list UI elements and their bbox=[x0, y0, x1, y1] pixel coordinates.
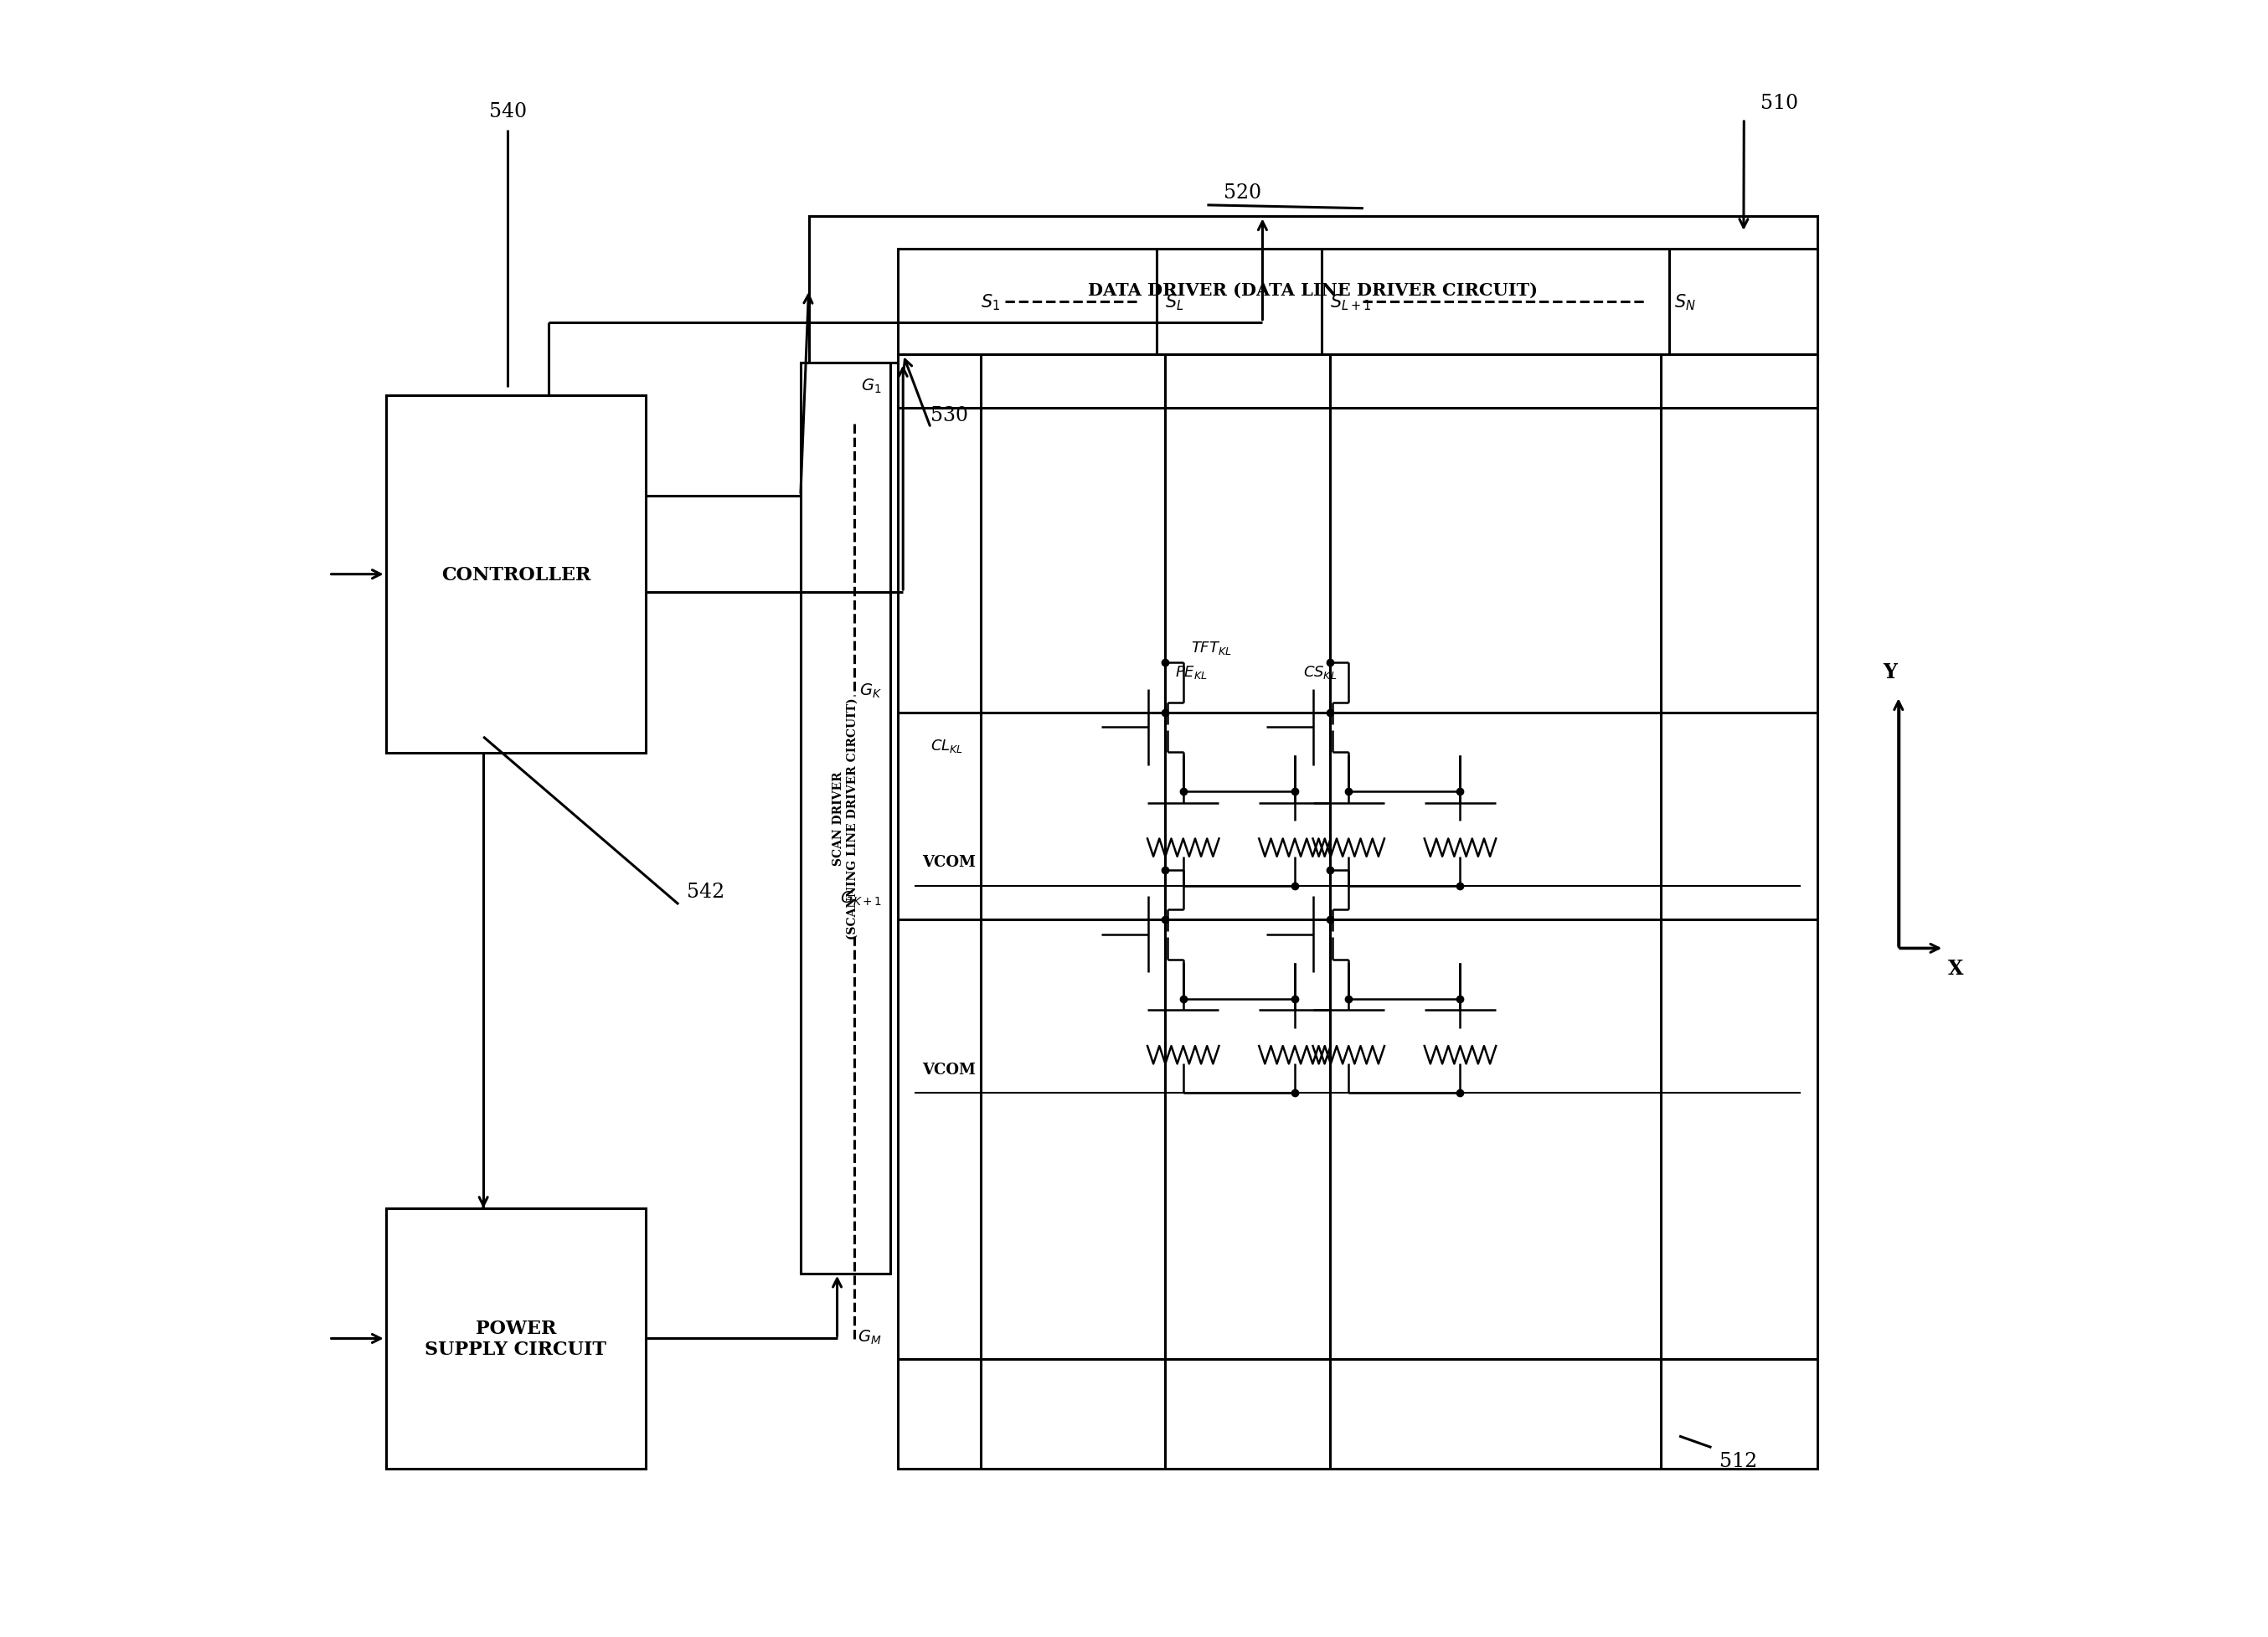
Text: 530: 530 bbox=[930, 406, 968, 426]
Bar bbox=[801, 363, 889, 1274]
Text: VCOM: VCOM bbox=[923, 1062, 975, 1077]
Text: 542: 542 bbox=[687, 882, 723, 902]
Text: $S_1$: $S_1$ bbox=[980, 293, 1000, 313]
Text: 512: 512 bbox=[1719, 1450, 1758, 1470]
Text: SCAN DRIVER
(SCANNING LINE DRIVER CIRCUIT): SCAN DRIVER (SCANNING LINE DRIVER CIRCUI… bbox=[832, 697, 857, 940]
Text: DATA DRIVER (DATA LINE DRIVER CIRCUIT): DATA DRIVER (DATA LINE DRIVER CIRCUIT) bbox=[1089, 282, 1538, 298]
Text: 510: 510 bbox=[1760, 93, 1799, 113]
Text: $PE_{KL}$: $PE_{KL}$ bbox=[1175, 665, 1207, 681]
Text: $G_1$: $G_1$ bbox=[862, 377, 882, 395]
Text: $S_{L+1}$: $S_{L+1}$ bbox=[1329, 293, 1372, 313]
Text: POWER
SUPPLY CIRCUIT: POWER SUPPLY CIRCUIT bbox=[424, 1319, 608, 1359]
Text: VCOM: VCOM bbox=[923, 855, 975, 869]
Text: 520: 520 bbox=[1222, 183, 1261, 203]
Bar bbox=[898, 249, 1817, 1468]
Text: CONTROLLER: CONTROLLER bbox=[442, 565, 590, 584]
Text: $TFT_{KL}$: $TFT_{KL}$ bbox=[1191, 640, 1232, 656]
Text: $G_{K+1}$: $G_{K+1}$ bbox=[839, 889, 882, 907]
Text: $S_N$: $S_N$ bbox=[1674, 293, 1696, 313]
Text: $G_M$: $G_M$ bbox=[857, 1328, 882, 1346]
Text: Y: Y bbox=[1882, 663, 1898, 683]
Text: $S_L$: $S_L$ bbox=[1166, 293, 1184, 313]
Text: $G_K$: $G_K$ bbox=[860, 683, 882, 701]
Bar bbox=[386, 396, 646, 753]
Text: X: X bbox=[1948, 958, 1964, 977]
Bar bbox=[386, 1208, 646, 1468]
Text: $CS_{KL}$: $CS_{KL}$ bbox=[1302, 665, 1336, 681]
Bar bbox=[810, 218, 1817, 363]
Text: 540: 540 bbox=[490, 101, 526, 121]
Text: $CL_{KL}$: $CL_{KL}$ bbox=[930, 737, 964, 755]
